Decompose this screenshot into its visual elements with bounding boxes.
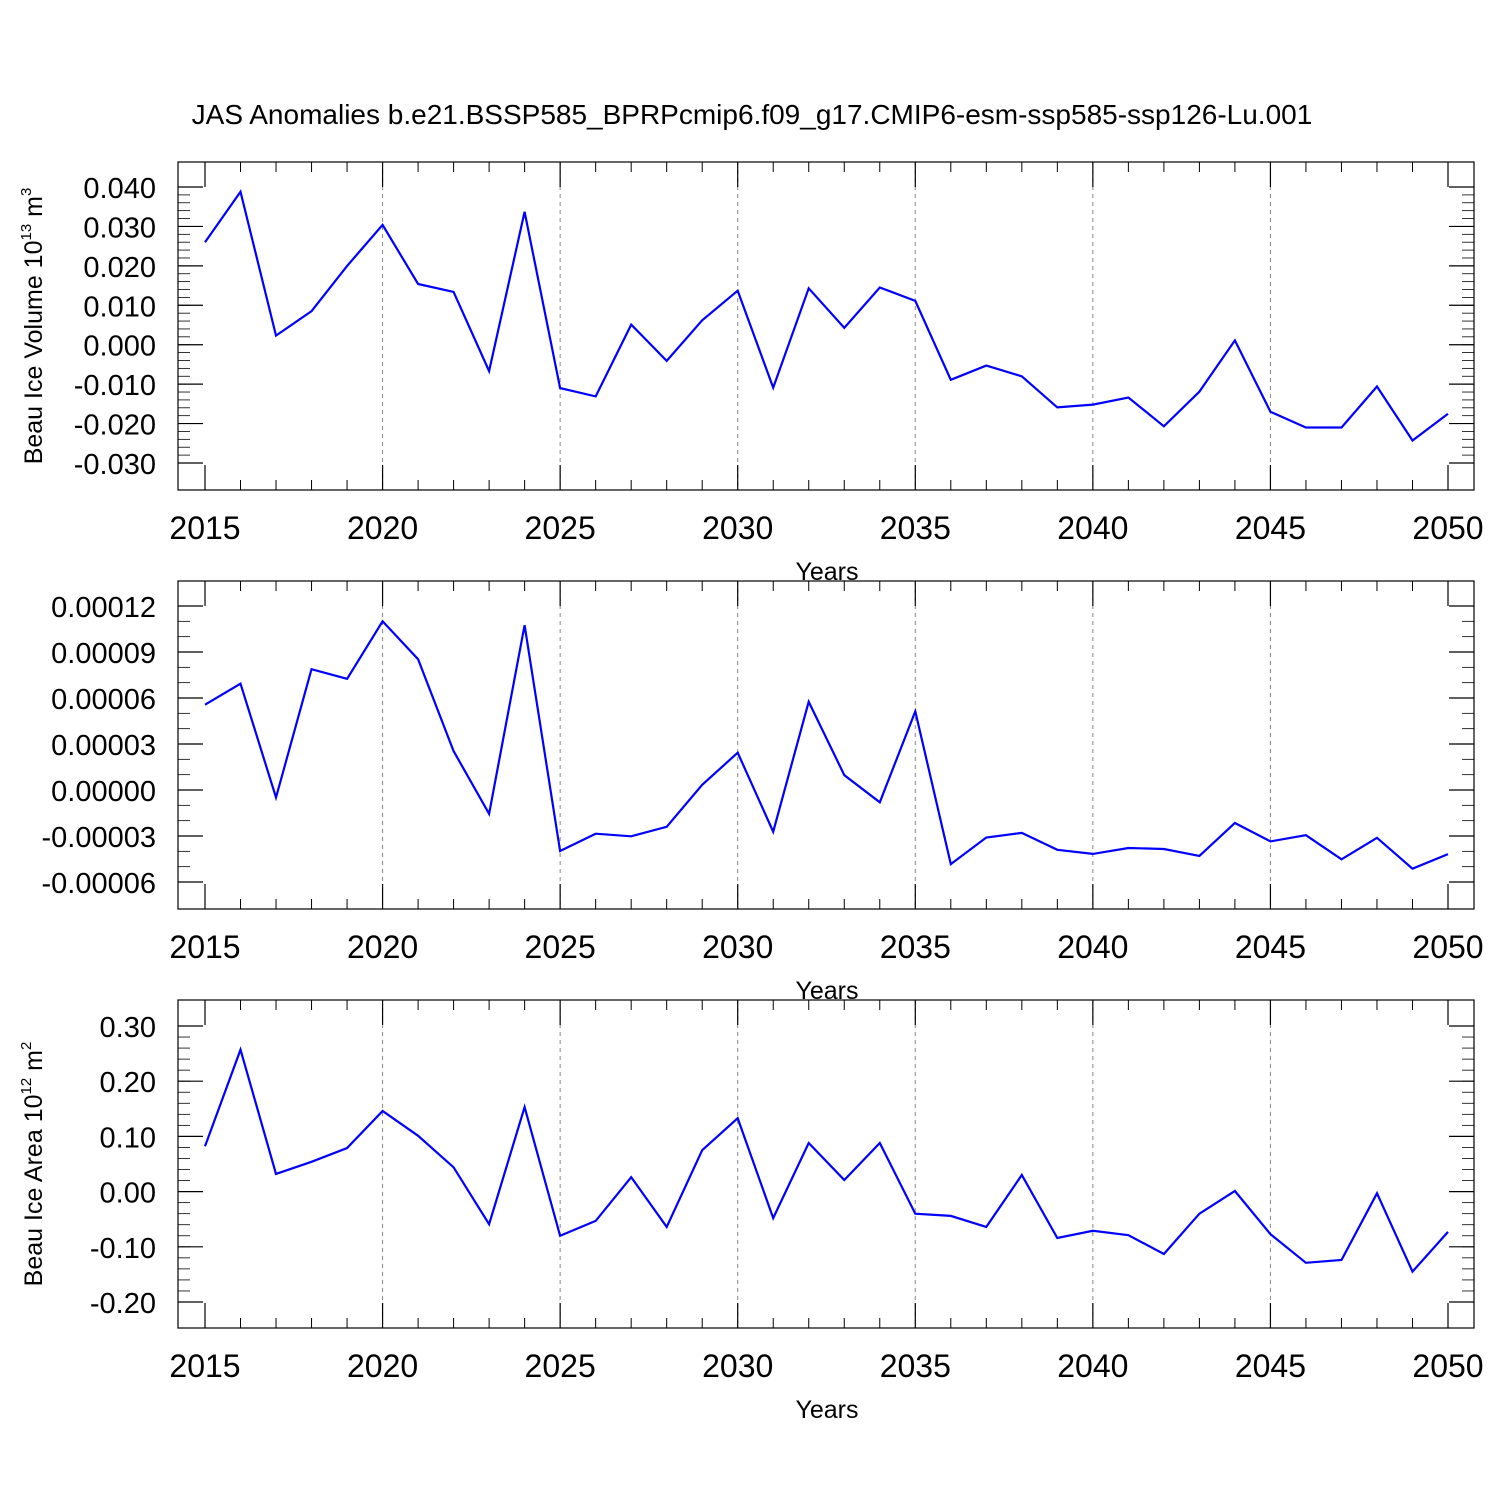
y-tick-label: -0.010 <box>74 370 156 402</box>
y-tick-label: 0.030 <box>83 212 156 244</box>
y-tick-label: 0.020 <box>83 252 156 284</box>
panel-3: 2015 2020 2025 2030 2035 2040 2045 2050 0.30 0.20… <box>18 999 1484 1424</box>
series-line <box>204 189 1449 443</box>
y-tick-label: -0.030 <box>74 449 156 481</box>
x-tick-label: 2045 <box>1235 510 1306 546</box>
x-tick-label: 2050 <box>1412 1348 1483 1384</box>
x-tick-label: 2045 <box>1235 1348 1306 1384</box>
x-tick-label: 2030 <box>702 510 773 546</box>
series-line <box>203 1046 1449 1274</box>
panel-1: 2015 2020 2025 2030 2035 2040 2045 2050 0.040 0.0… <box>18 161 1484 586</box>
x-axis-title: Years <box>795 558 858 586</box>
y-tick-label: 0.30 <box>100 1012 156 1044</box>
x-tick-label: 2025 <box>525 510 596 546</box>
x-tick-label: 2025 <box>525 1348 596 1384</box>
x-tick-label: 2035 <box>880 929 951 965</box>
x-tick-label: 2030 <box>702 1348 773 1384</box>
x-tick-label: 2040 <box>1057 929 1128 965</box>
y-tick-label: 0.20 <box>100 1067 156 1099</box>
y-tick-label: 0.00003 <box>51 730 156 762</box>
y-tick-label: -0.020 <box>74 410 156 442</box>
x-tick-label: 2040 <box>1057 510 1128 546</box>
y-tick-label: -0.00003 <box>42 822 157 854</box>
y-tick-label: 0.040 <box>83 173 156 205</box>
x-tick-label: 2020 <box>347 1348 418 1384</box>
y-tick-label: 0.010 <box>83 291 156 323</box>
x-tick-label: 2050 <box>1412 510 1483 546</box>
y-tick-label: 0.00006 <box>51 684 156 716</box>
y-tick-label: 0.10 <box>100 1122 156 1154</box>
x-axis-title: Years <box>795 1396 858 1424</box>
x-axis-title: Years <box>795 977 858 1005</box>
x-tick-label: 2015 <box>169 1348 240 1384</box>
series-line <box>204 619 1449 870</box>
x-tick-label: 2035 <box>880 510 951 546</box>
y-tick-label: 0.00000 <box>51 776 156 808</box>
plot-frame <box>177 580 1475 910</box>
plot-frame <box>177 161 1475 491</box>
x-tick-label: 2015 <box>169 929 240 965</box>
x-tick-label: 2020 <box>347 929 418 965</box>
chart-title: JAS Anomalies b.e21.BSSP585_BPRPcmip6.f0… <box>192 99 1313 130</box>
x-tick-label: 2015 <box>169 510 240 546</box>
x-tick-label: 2020 <box>347 510 418 546</box>
x-tick-label: 2030 <box>702 929 773 965</box>
y-tick-label: 0.00009 <box>51 638 156 670</box>
y-tick-label: 0.00012 <box>51 592 156 624</box>
plot-frame <box>177 999 1475 1329</box>
y-tick-label: -0.10 <box>90 1233 156 1265</box>
y-tick-label: 0.000 <box>83 331 156 363</box>
x-tick-label: 2050 <box>1412 929 1483 965</box>
x-tick-label: 2035 <box>880 1348 951 1384</box>
x-tick-label: 2040 <box>1057 1348 1128 1384</box>
y-tick-label: -0.20 <box>90 1288 156 1320</box>
x-tick-label: 2025 <box>525 929 596 965</box>
y-tick-label: -0.00006 <box>42 868 157 900</box>
y-tick-label: 0.00 <box>100 1178 156 1210</box>
y-axis-title: Beau Ice Volume 1013 m3 <box>18 188 48 465</box>
x-tick-label: 2045 <box>1235 929 1306 965</box>
panel-2: 2015 2020 2025 2030 2035 2040 2045 2050 0.00012 0… <box>42 580 1484 1005</box>
y-axis-title: Beau Ice Area 1012 m2 <box>18 1042 48 1287</box>
